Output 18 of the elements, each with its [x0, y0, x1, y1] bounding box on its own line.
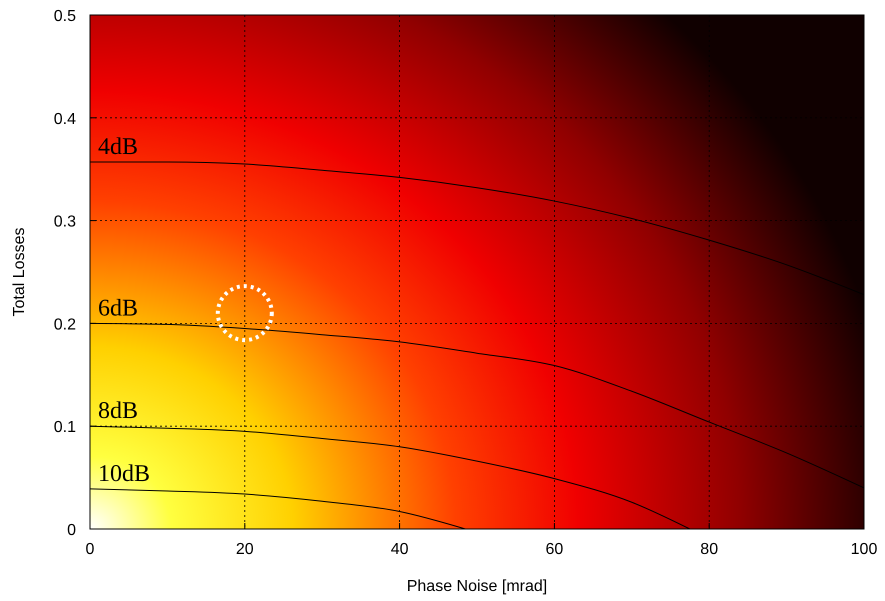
- x-tick-label: 40: [390, 541, 409, 558]
- y-tick-label: 0.5: [54, 8, 76, 25]
- series-label: 8dB: [98, 398, 138, 424]
- x-tick-label: 20: [236, 541, 254, 558]
- x-axis-title: Phase Noise [mrad]: [406, 578, 548, 595]
- y-tick-label: 0.4: [54, 110, 76, 128]
- y-tick-label: 0.1: [54, 419, 76, 436]
- y-axis-title: Total Losses: [11, 228, 28, 316]
- series-label: 6dB: [98, 295, 138, 322]
- y-tick-label: 0.3: [54, 214, 76, 231]
- series-label: 10dB: [98, 460, 150, 487]
- series-label: 4dB: [98, 134, 138, 160]
- x-tick-label: 80: [700, 541, 718, 558]
- x-tick-label: 0: [86, 541, 95, 558]
- y-tick-label: 0.2: [54, 316, 76, 334]
- x-tick-label: 60: [546, 541, 564, 558]
- y-tick-label: 0: [67, 522, 76, 539]
- x-tick-label: 100: [850, 541, 878, 558]
